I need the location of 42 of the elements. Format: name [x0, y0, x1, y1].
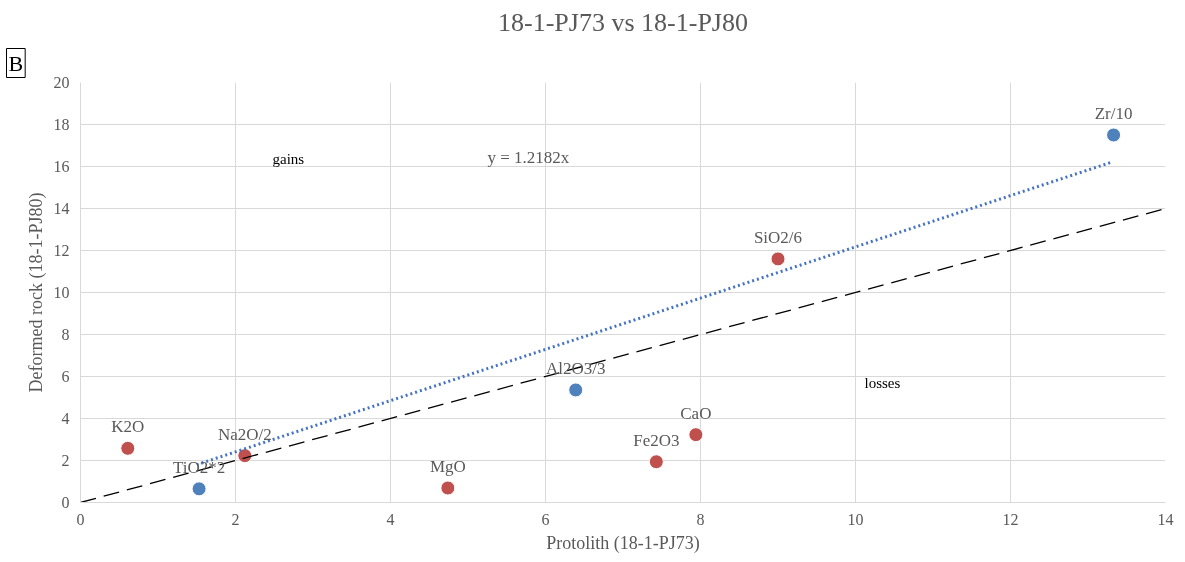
y-tick-label: 16 — [53, 158, 70, 175]
annotation: Fe2O3 — [633, 430, 680, 450]
text: B — [8, 50, 24, 76]
x-tick-label: 4 — [386, 510, 395, 528]
y-tick-label: 12 — [53, 242, 70, 259]
y-tick-label: 20 — [53, 74, 70, 91]
point — [120, 440, 136, 456]
y-axis-title: Deformed rock (18-1-PJ80) — [25, 192, 47, 393]
y-tick-label: 18 — [53, 116, 70, 133]
annotation: MgO — [429, 457, 466, 477]
annotation: y = 1.2182x — [487, 147, 570, 167]
point — [770, 251, 786, 267]
annotation: losses — [864, 374, 901, 391]
point — [440, 480, 456, 496]
y-tick-label: 8 — [61, 326, 70, 343]
chart-title: 18-1-PJ73 vs 18-1-PJ80 — [498, 7, 748, 37]
y-tick-label: 2 — [61, 452, 70, 469]
x-tick-label: 8 — [696, 510, 705, 528]
x-tick-label: 14 — [1157, 510, 1174, 528]
annotation: CaO — [680, 403, 712, 423]
y-tick-label: 4 — [61, 410, 70, 427]
x-axis-title: Protolith (18-1-PJ73) — [546, 532, 700, 554]
x-tick-label: 6 — [541, 510, 550, 528]
annotation: gains — [272, 150, 305, 167]
y-tick-label: 6 — [61, 368, 70, 385]
annotation: Al2O3/3 — [545, 358, 606, 378]
point — [191, 481, 207, 497]
y-tick-label: 0 — [61, 494, 70, 511]
point — [648, 454, 664, 470]
annotation: K2O — [111, 417, 145, 437]
x-tick-label: 0 — [76, 510, 85, 528]
point — [568, 382, 584, 398]
x-tick-label: 2 — [231, 510, 240, 528]
annotation: Na2O/2 — [217, 424, 272, 444]
y-tick-label: 14 — [53, 200, 70, 217]
x-tick-label: 12 — [1002, 510, 1019, 528]
annotation: SiO2/6 — [753, 227, 803, 247]
x-tick-label: 10 — [847, 510, 864, 528]
y-tick-label: 10 — [53, 284, 70, 301]
annotation: Zr/10 — [1094, 104, 1133, 123]
point — [688, 427, 704, 443]
point — [1106, 127, 1122, 143]
